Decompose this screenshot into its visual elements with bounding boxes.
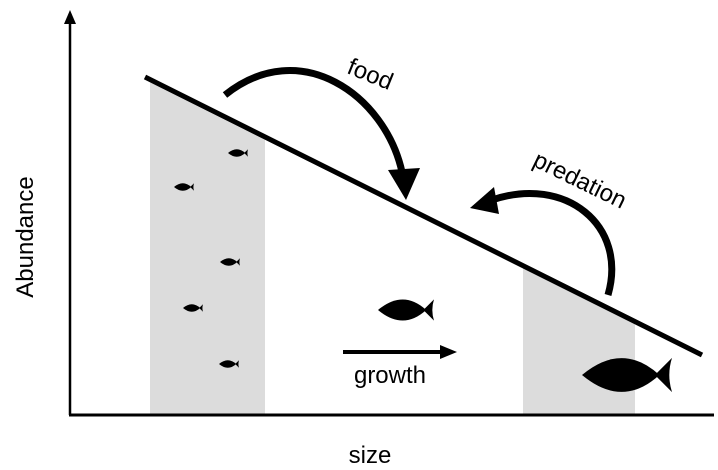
predation-arrowhead [470,187,499,214]
food-arrow [222,67,406,173]
y-axis-label: Abundance [12,176,39,297]
size-spectrum-line [143,74,704,358]
y-axis-arrow [64,10,76,24]
predation-arrow [490,189,616,296]
growth-arrowhead [440,345,457,359]
food-arrowhead [388,168,420,200]
medium-fish [378,299,434,321]
adult-band [523,266,635,415]
x-axis-label: size [349,442,392,469]
juvenile-band [150,80,265,415]
growth-label: growth [354,362,426,389]
